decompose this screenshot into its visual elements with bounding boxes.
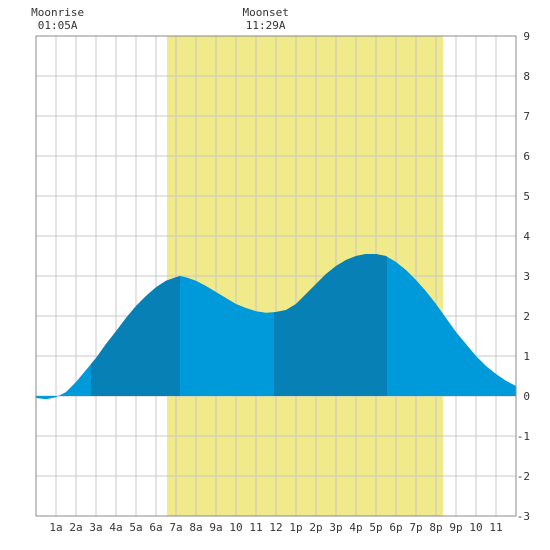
x-tick-label: 4p — [349, 521, 362, 534]
moon-event-label: Moonrise — [31, 6, 84, 19]
y-tick-label: 1 — [523, 350, 530, 363]
x-tick-label: 4a — [109, 521, 122, 534]
y-axis-labels: -3 -2 -1 0 1 2 3 4 5 6 7 8 9 — [517, 30, 531, 523]
y-tick-label: 4 — [523, 230, 530, 243]
y-tick-label: 8 — [523, 70, 530, 83]
y-tick-label: -3 — [517, 510, 530, 523]
grid-lines — [36, 36, 516, 516]
x-tick-label: 11 — [249, 521, 262, 534]
x-tick-label: 9a — [209, 521, 222, 534]
x-tick-label: 3p — [329, 521, 342, 534]
y-tick-label: 3 — [523, 270, 530, 283]
y-tick-label: -1 — [517, 430, 530, 443]
y-tick-label: 7 — [523, 110, 530, 123]
x-tick-label: 11 — [489, 521, 502, 534]
x-tick-label: 8p — [429, 521, 442, 534]
x-tick-label: 7a — [169, 521, 182, 534]
moon-event-label: Moonset — [242, 6, 288, 19]
x-tick-label: 5a — [129, 521, 142, 534]
x-tick-label: 10 — [469, 521, 482, 534]
x-axis-labels: 1a 2a 3a 4a 5a 6a 7a 8a 9a 10 11 12 1p 2p 3p 4p 5p 6p 7p 8p… — [49, 521, 502, 534]
x-tick-label: 5p — [369, 521, 382, 534]
y-tick-label: 9 — [523, 30, 530, 43]
moon-event-time: 11:29A — [246, 19, 286, 32]
moon-event-time: 01:05A — [38, 19, 78, 32]
x-tick-label: 1a — [49, 521, 62, 534]
x-tick-label: 8a — [189, 521, 202, 534]
x-tick-label: 9p — [449, 521, 462, 534]
tide-area-dark-rising-2 — [274, 254, 387, 396]
y-tick-label: -2 — [517, 470, 530, 483]
x-tick-label: 3a — [89, 521, 102, 534]
y-tick-label: 6 — [523, 150, 530, 163]
x-tick-label: 6a — [149, 521, 162, 534]
x-tick-label: 2p — [309, 521, 322, 534]
tide-area-dark-rising — [91, 276, 180, 396]
plot-border — [35, 35, 517, 517]
y-tick-label: 2 — [523, 310, 530, 323]
y-tick-label: 5 — [523, 190, 530, 203]
x-tick-label: 6p — [389, 521, 402, 534]
x-tick-label: 12 — [269, 521, 282, 534]
y-tick-label: 0 — [523, 390, 530, 403]
x-tick-label: 7p — [409, 521, 422, 534]
x-tick-label: 1p — [289, 521, 302, 534]
x-tick-label: 10 — [229, 521, 242, 534]
x-tick-label: 2a — [69, 521, 82, 534]
